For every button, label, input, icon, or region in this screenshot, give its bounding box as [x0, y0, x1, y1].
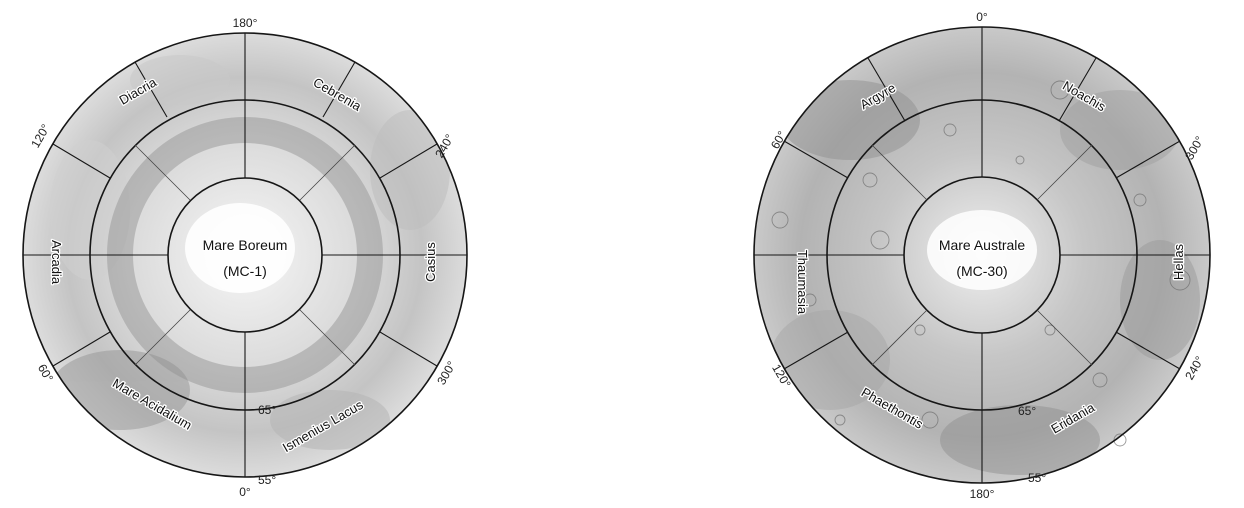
south-center-code: (MC-30) — [956, 263, 1007, 279]
north-lat-label-55: 55° — [258, 473, 276, 487]
north-lon-label-240: 240° — [432, 132, 457, 161]
south-center-title: Mare Australe — [939, 237, 1026, 253]
north-lon-label-0: 0° — [239, 485, 251, 499]
south-lon-label-0: 0° — [976, 10, 988, 24]
north-polar-map: Mare Boreum (MC-1) 180° 240° 300° 0° 60°… — [0, 0, 520, 508]
north-grid — [22, 32, 468, 478]
north-region-arcadia: Arcadia — [49, 240, 64, 285]
south-polar-map: Mare Australe (MC-30) 0° 300° 240° 180° … — [720, 0, 1244, 508]
north-lon-label-120: 120° — [28, 122, 53, 151]
north-lat-label-65: 65° — [258, 403, 276, 417]
south-lon-label-180: 180° — [970, 487, 995, 501]
south-region-hellas: Hellas — [1171, 243, 1186, 280]
north-center-code: (MC-1) — [223, 263, 267, 279]
north-center-title: Mare Boreum — [203, 237, 288, 253]
south-grid — [753, 26, 1211, 484]
south-region-thaumasia: Thaumasia — [795, 250, 810, 315]
south-polar-map-svg: Mare Australe (MC-30) 0° 300° 240° 180° … — [753, 10, 1211, 501]
north-lon-label-180: 180° — [233, 16, 258, 30]
north-polar-map-svg: Mare Boreum (MC-1) 180° 240° 300° 0° 60°… — [22, 16, 468, 499]
north-region-casius: Casius — [423, 242, 438, 282]
south-craters — [771, 80, 1191, 447]
south-terrain — [754, 27, 1210, 483]
south-lat-label-55: 55° — [1028, 471, 1046, 485]
south-lat-label-65: 65° — [1018, 404, 1036, 418]
south-lon-label-300: 300° — [1182, 134, 1207, 163]
